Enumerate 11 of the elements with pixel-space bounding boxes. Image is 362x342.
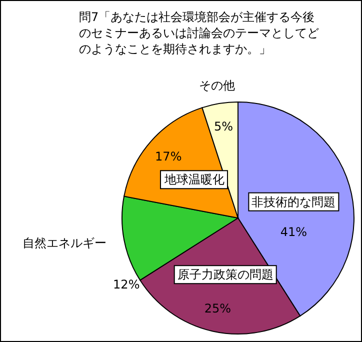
slice-label: 原子力政策の問題 [177,268,274,282]
data-label: 5% [214,119,234,134]
slice-label: 非技術的な問題 [252,194,336,209]
slice-label: その他 [199,78,236,93]
data-label: 12% [113,278,140,292]
slice-label: 地球温暖化 [163,172,224,187]
data-label: 17% [155,150,182,164]
chart-title: 問7「あなたは社会環境部会が主催する今後のセミナーあるいは討論会のテーマとしてどのようなことを期待されますか。」 [79,9,320,57]
data-label: 25% [204,302,232,316]
slice-label: 自然エネルギー [22,236,106,250]
data-label: 41% [280,224,308,239]
